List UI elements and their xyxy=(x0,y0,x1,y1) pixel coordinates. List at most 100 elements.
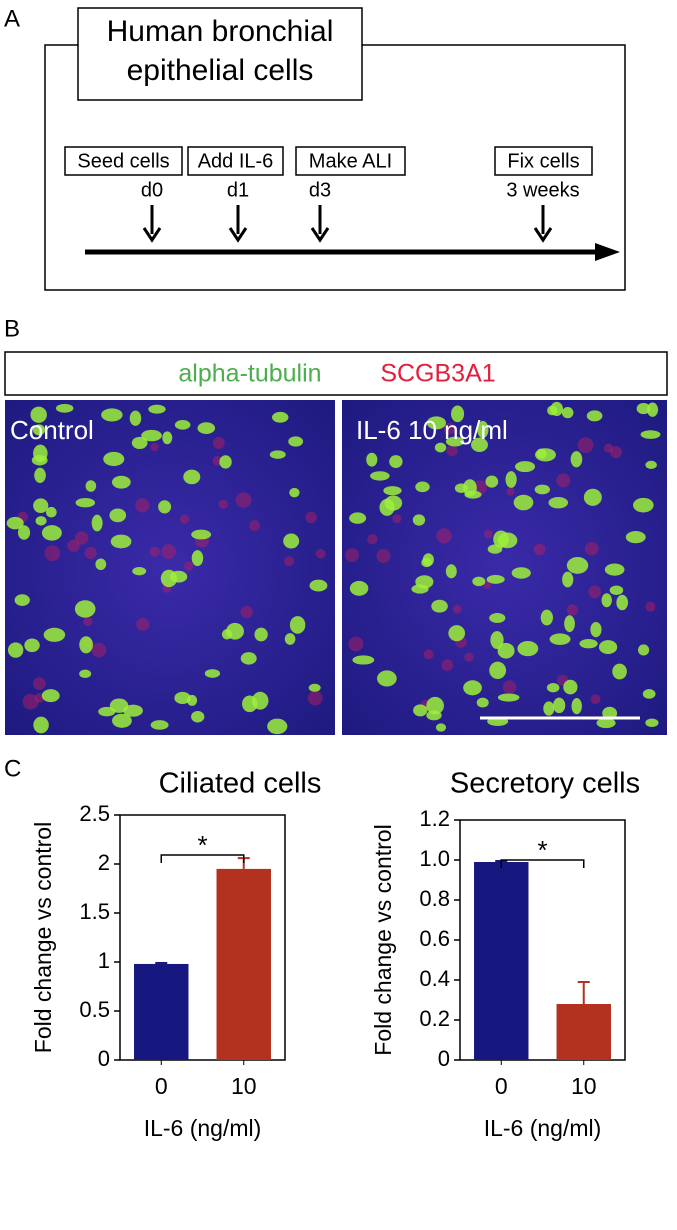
cilia-blob xyxy=(434,442,447,453)
cilia-blob xyxy=(141,429,162,442)
cilia-blob xyxy=(596,717,616,729)
step-box xyxy=(295,146,406,176)
cilia-blob xyxy=(377,670,397,687)
secretory-stain xyxy=(284,556,295,567)
cilia-blob xyxy=(489,613,506,623)
x-axis-label: IL-6 (ng/ml) xyxy=(144,1115,262,1141)
secretory-stain xyxy=(584,541,599,556)
cilia-blob xyxy=(464,490,482,499)
cilia-blob xyxy=(7,642,24,658)
cilia-blob xyxy=(412,514,426,526)
step-label: Seed cells xyxy=(77,150,169,172)
secretory-stain xyxy=(345,548,359,563)
cilia-blob xyxy=(242,695,258,713)
cilia-blob xyxy=(284,633,296,645)
cilia-blob xyxy=(383,486,402,496)
cilia-blob xyxy=(24,638,40,653)
image-label: Control xyxy=(10,415,94,445)
step-box xyxy=(494,146,593,176)
cilia-blob xyxy=(123,704,143,717)
secretory-stain xyxy=(588,585,602,599)
y-axis-label: Fold change vs control xyxy=(370,824,396,1055)
cilia-blob xyxy=(109,508,127,523)
cilia-blob xyxy=(645,718,659,728)
step-arrowhead xyxy=(142,227,162,243)
cilia-blob xyxy=(579,638,598,649)
cilia-blob xyxy=(45,506,57,518)
cilia-blob xyxy=(6,516,24,530)
cilia-blob xyxy=(445,564,457,579)
cilia-blob xyxy=(431,599,448,613)
secretory-stain xyxy=(423,649,434,660)
cilia-blob xyxy=(101,408,123,422)
y-tick-label: 1 xyxy=(98,948,110,973)
secretory-stain xyxy=(443,422,456,435)
steps: Seed cells d0 Add IL-6 d1 Make ALI d3 Fix cell… xyxy=(64,146,593,243)
image-label: IL-6 10 ng/ml xyxy=(356,415,508,445)
cilia-blob xyxy=(148,404,166,414)
chart-title: Ciliated cells xyxy=(159,768,322,800)
cilia-blob xyxy=(640,430,661,439)
cilia-blob xyxy=(384,495,403,511)
cilia-blob xyxy=(636,403,651,415)
cilia-blob xyxy=(43,627,66,642)
cilia-blob xyxy=(451,405,465,423)
chart-title: Secretory cells xyxy=(450,768,640,800)
cilia-blob xyxy=(548,496,569,509)
cilia-blob xyxy=(74,600,96,618)
plot-frame xyxy=(119,814,286,1061)
secretory-stain xyxy=(645,601,656,612)
cilia-blob xyxy=(598,640,618,655)
protocol-title: Human bronchial xyxy=(107,15,334,48)
step-label: Make ALI xyxy=(309,150,392,172)
cilia-blob xyxy=(95,558,107,571)
cilia-blob xyxy=(564,615,575,633)
legend-green: alpha-tubulin xyxy=(178,360,321,388)
cilia-blob xyxy=(540,609,553,626)
cilia-blob xyxy=(131,436,148,449)
secretory-stain xyxy=(74,531,89,545)
cilia-blob xyxy=(370,471,390,481)
secretory-stain xyxy=(348,636,364,652)
cilia-blob xyxy=(41,689,60,703)
y-tick-label: 0 xyxy=(438,1046,450,1071)
secretory-stain xyxy=(446,444,458,457)
cilia-blob xyxy=(111,475,131,489)
micrograph xyxy=(5,400,335,735)
cilia-blob xyxy=(586,410,603,422)
cilia-blob xyxy=(517,640,539,657)
bar xyxy=(556,1004,611,1060)
cilia-blob xyxy=(563,679,578,695)
step-time: d0 xyxy=(141,179,163,201)
secretory-stain xyxy=(184,561,194,571)
y-tick-label: 2.5 xyxy=(79,801,110,826)
cilia-blob xyxy=(571,697,582,715)
timeline-arrowhead xyxy=(595,243,620,261)
y-tick-label: 1.0 xyxy=(419,846,450,871)
cilia-blob xyxy=(477,420,489,439)
cilia-blob xyxy=(601,593,612,608)
cilia-blob xyxy=(562,571,574,588)
secretory-stain xyxy=(367,534,378,545)
cilia-blob xyxy=(269,450,286,459)
secretory-stain xyxy=(577,437,594,453)
cilia-blob xyxy=(486,574,505,584)
cilia-blob xyxy=(561,407,574,419)
cilia-blob xyxy=(426,416,447,430)
cilia-blob xyxy=(534,484,550,495)
cilia-blob xyxy=(435,723,447,732)
cilia-blob xyxy=(612,663,627,680)
cilia-blob xyxy=(536,448,547,459)
panel-label: B xyxy=(4,315,20,342)
cilia-stain xyxy=(6,401,661,735)
cilia-blob xyxy=(513,494,534,511)
secretory-stain xyxy=(305,511,317,524)
cilia-blob xyxy=(91,514,103,532)
step-time: 3 weeks xyxy=(506,179,579,201)
cilia-blob xyxy=(546,682,560,693)
cilia-blob xyxy=(98,706,116,717)
step-arrowhead xyxy=(228,227,248,243)
cilia-blob xyxy=(511,567,531,579)
cilia-blob xyxy=(366,452,378,467)
secretory-stain xyxy=(502,680,517,694)
